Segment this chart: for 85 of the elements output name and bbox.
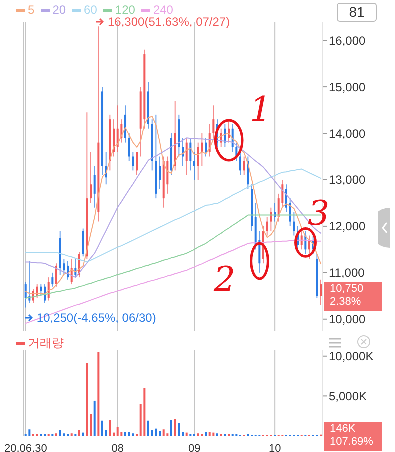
text: 81	[337, 3, 377, 22]
bar	[182, 432, 184, 436]
bar	[170, 420, 173, 436]
annotation: 1	[250, 90, 272, 130]
candlestick	[52, 272, 54, 288]
x-tick-label: 20.06.30	[4, 442, 48, 452]
bar	[59, 430, 62, 436]
text: 146K	[330, 423, 357, 436]
candlestick	[266, 216, 268, 236]
candlestick	[82, 228, 84, 258]
bar	[208, 432, 211, 436]
candlestick	[190, 138, 192, 172]
bar	[151, 430, 154, 436]
bar	[148, 420, 150, 436]
bar	[144, 388, 146, 436]
candlestick	[205, 138, 208, 158]
candlestick	[94, 166, 96, 208]
bar	[102, 420, 104, 436]
candlestick	[136, 152, 138, 176]
annotation: 10,250(-4.65%, 06/30)	[36, 310, 156, 325]
candlestick	[24, 282, 27, 308]
candlestick	[212, 105, 215, 139]
candlestick	[243, 156, 246, 176]
candlestick	[194, 152, 196, 180]
candlestick	[289, 198, 292, 227]
y-tick-label: 11,000	[329, 266, 366, 280]
annotation: 16,300(51.63%, 07/27)	[108, 15, 230, 29]
y-tick-label: 16,000	[329, 34, 366, 48]
legend-label: 5	[28, 3, 35, 17]
legend-label: 20	[52, 3, 66, 17]
y-tick-label: 5,000K	[329, 389, 368, 404]
candlestick	[166, 156, 169, 194]
bar	[94, 400, 96, 436]
legend-label: 120	[115, 3, 136, 17]
bar	[174, 419, 176, 436]
bar	[86, 364, 88, 436]
bar	[186, 432, 188, 436]
x-tick-label: 10	[268, 442, 282, 452]
candlestick	[90, 152, 92, 204]
bar	[28, 430, 31, 436]
annotation: 2	[214, 260, 236, 300]
bar	[162, 430, 165, 436]
bar	[124, 432, 127, 436]
bar	[159, 431, 162, 436]
candlestick	[270, 207, 272, 232]
x-tick-label: 09	[188, 442, 201, 452]
bar	[82, 432, 84, 436]
bar	[98, 352, 100, 436]
legend-label: 거래량	[28, 335, 64, 352]
text: 107.69%	[330, 436, 374, 449]
candlestick	[240, 152, 242, 176]
bar	[212, 432, 215, 436]
bar	[178, 423, 180, 436]
bar	[105, 430, 108, 436]
legend-label: 240	[153, 3, 174, 17]
candlestick	[132, 152, 134, 172]
candlestick	[159, 156, 162, 190]
bar	[90, 414, 92, 436]
y-tick-label: 12,000	[329, 220, 366, 234]
bar	[116, 427, 119, 436]
candlestick	[40, 284, 42, 297]
bar	[155, 428, 158, 436]
candlestick	[186, 138, 188, 176]
y-tick-label: 13,000	[329, 173, 366, 188]
bar	[109, 420, 112, 436]
candlestick	[300, 230, 303, 250]
y-tick-label: 14,000	[329, 126, 366, 141]
bar	[205, 432, 208, 436]
bar	[78, 430, 81, 436]
candlestick	[56, 263, 58, 288]
annotation: 3	[308, 194, 330, 234]
candlestick	[201, 133, 204, 167]
candlestick	[320, 279, 322, 306]
text: 10,750	[330, 282, 365, 296]
legend-label: 60	[84, 3, 98, 17]
y-tick-label: 10,000	[329, 312, 366, 327]
x-tick-label: 08	[112, 442, 124, 452]
candlestick	[128, 133, 130, 162]
bar	[128, 432, 130, 436]
candlestick	[197, 142, 200, 180]
y-tick-label: 10,000K	[329, 350, 374, 364]
bar	[113, 432, 116, 436]
candlestick	[293, 212, 296, 236]
text: 2.38%	[330, 296, 362, 309]
y-tick-label: 15,000	[329, 80, 366, 94]
